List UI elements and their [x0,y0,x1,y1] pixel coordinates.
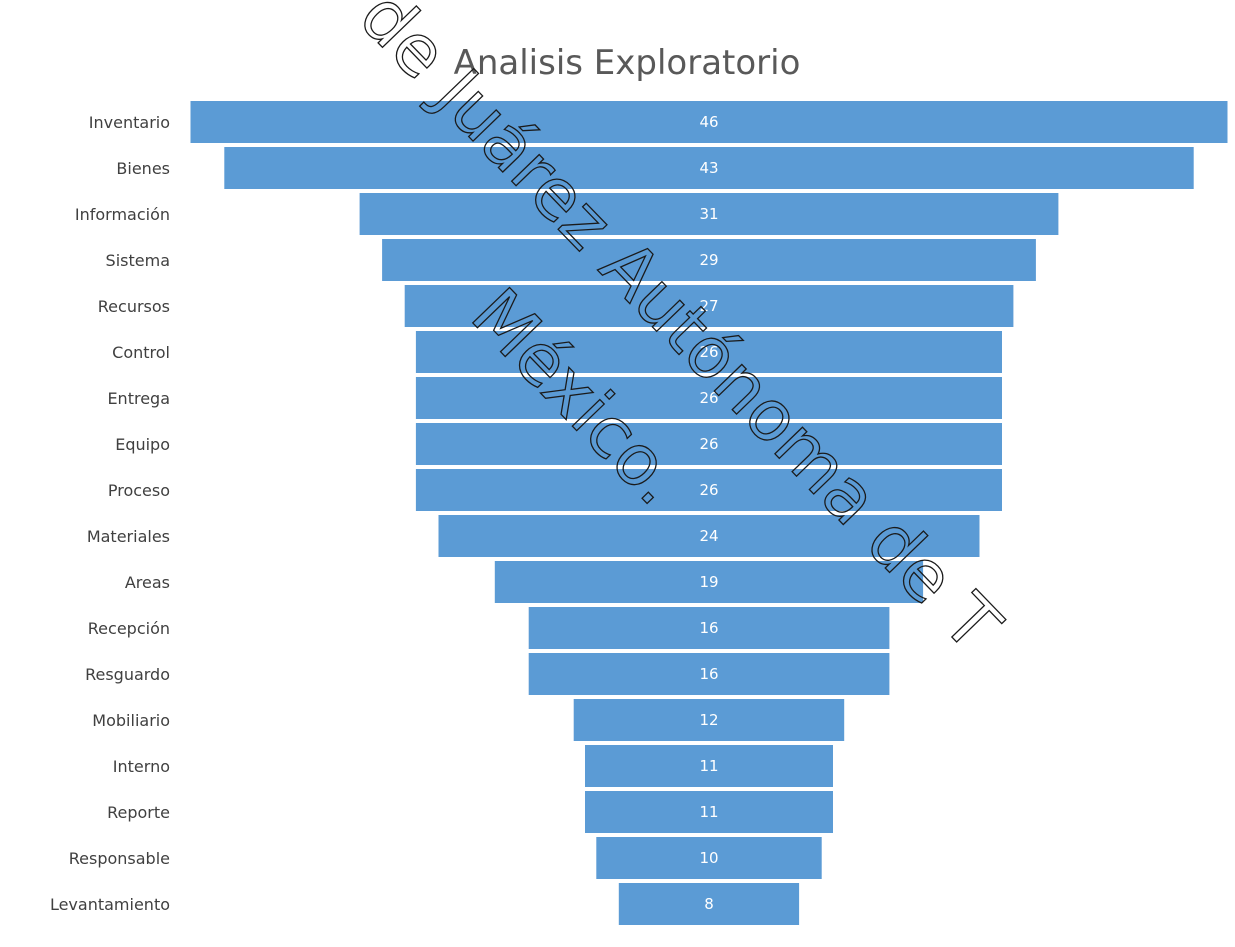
category-label: Recepción [88,619,170,638]
data-label: 11 [699,757,718,775]
data-label: 27 [699,297,718,315]
funnel-bar [585,791,833,833]
data-label: 16 [699,665,718,683]
data-label: 19 [699,573,718,591]
funnel-bar [415,423,1002,465]
funnel-bar [596,837,822,879]
funnel-bar [438,515,980,557]
data-label: 29 [699,251,718,269]
data-label: 26 [699,343,718,361]
category-label: Sistema [106,251,170,270]
funnel-bar [585,745,833,787]
category-label: Recursos [98,297,170,316]
data-label: 31 [699,205,718,223]
data-label: 24 [699,527,718,545]
category-label: Mobiliario [92,711,170,730]
data-label: 10 [699,849,718,867]
funnel-bar [528,653,890,695]
data-label: 16 [699,619,718,637]
category-label: Equipo [115,435,170,454]
data-label: 26 [699,435,718,453]
data-label: 11 [699,803,718,821]
funnel-bar [528,607,890,649]
funnel-bar [494,561,924,603]
category-label: Interno [113,757,170,776]
category-labels: Inventario Bienes Información Sistema Recurs… [50,113,170,914]
category-label: Materiales [87,527,170,546]
funnel-bar [415,331,1002,373]
funnel-bar [573,699,845,741]
category-label: Levantamiento [50,895,170,914]
data-label: 43 [699,159,718,177]
funnel-bar [415,469,1002,511]
category-label: Areas [125,573,170,592]
data-label: 8 [704,895,714,913]
funnel-bar [359,193,1059,235]
funnel-bar [190,101,1228,143]
funnel-bar [618,883,800,925]
category-label: Entrega [107,389,170,408]
chart-title: Analisis Exploratorio [454,43,801,83]
data-label: 26 [699,481,718,499]
bars-layer [190,101,1228,925]
data-label: 26 [699,389,718,407]
category-label: Bienes [116,159,170,178]
category-label: Información [75,205,170,224]
category-label: Responsable [69,849,170,868]
funnel-bar [382,239,1036,281]
category-label: Control [112,343,170,362]
data-label: 12 [699,711,718,729]
category-label: Proceso [108,481,170,500]
category-label: Inventario [89,113,170,132]
funnel-bar [415,377,1002,419]
category-label: Reporte [107,803,170,822]
funnel-bar [224,147,1194,189]
category-label: Resguardo [85,665,170,684]
funnel-bar [404,285,1014,327]
data-label: 46 [699,113,718,131]
value-labels: 46 43 31 29 27 26 26 26 26 24 19 16 16 12 11 11 10 8 [699,113,718,913]
